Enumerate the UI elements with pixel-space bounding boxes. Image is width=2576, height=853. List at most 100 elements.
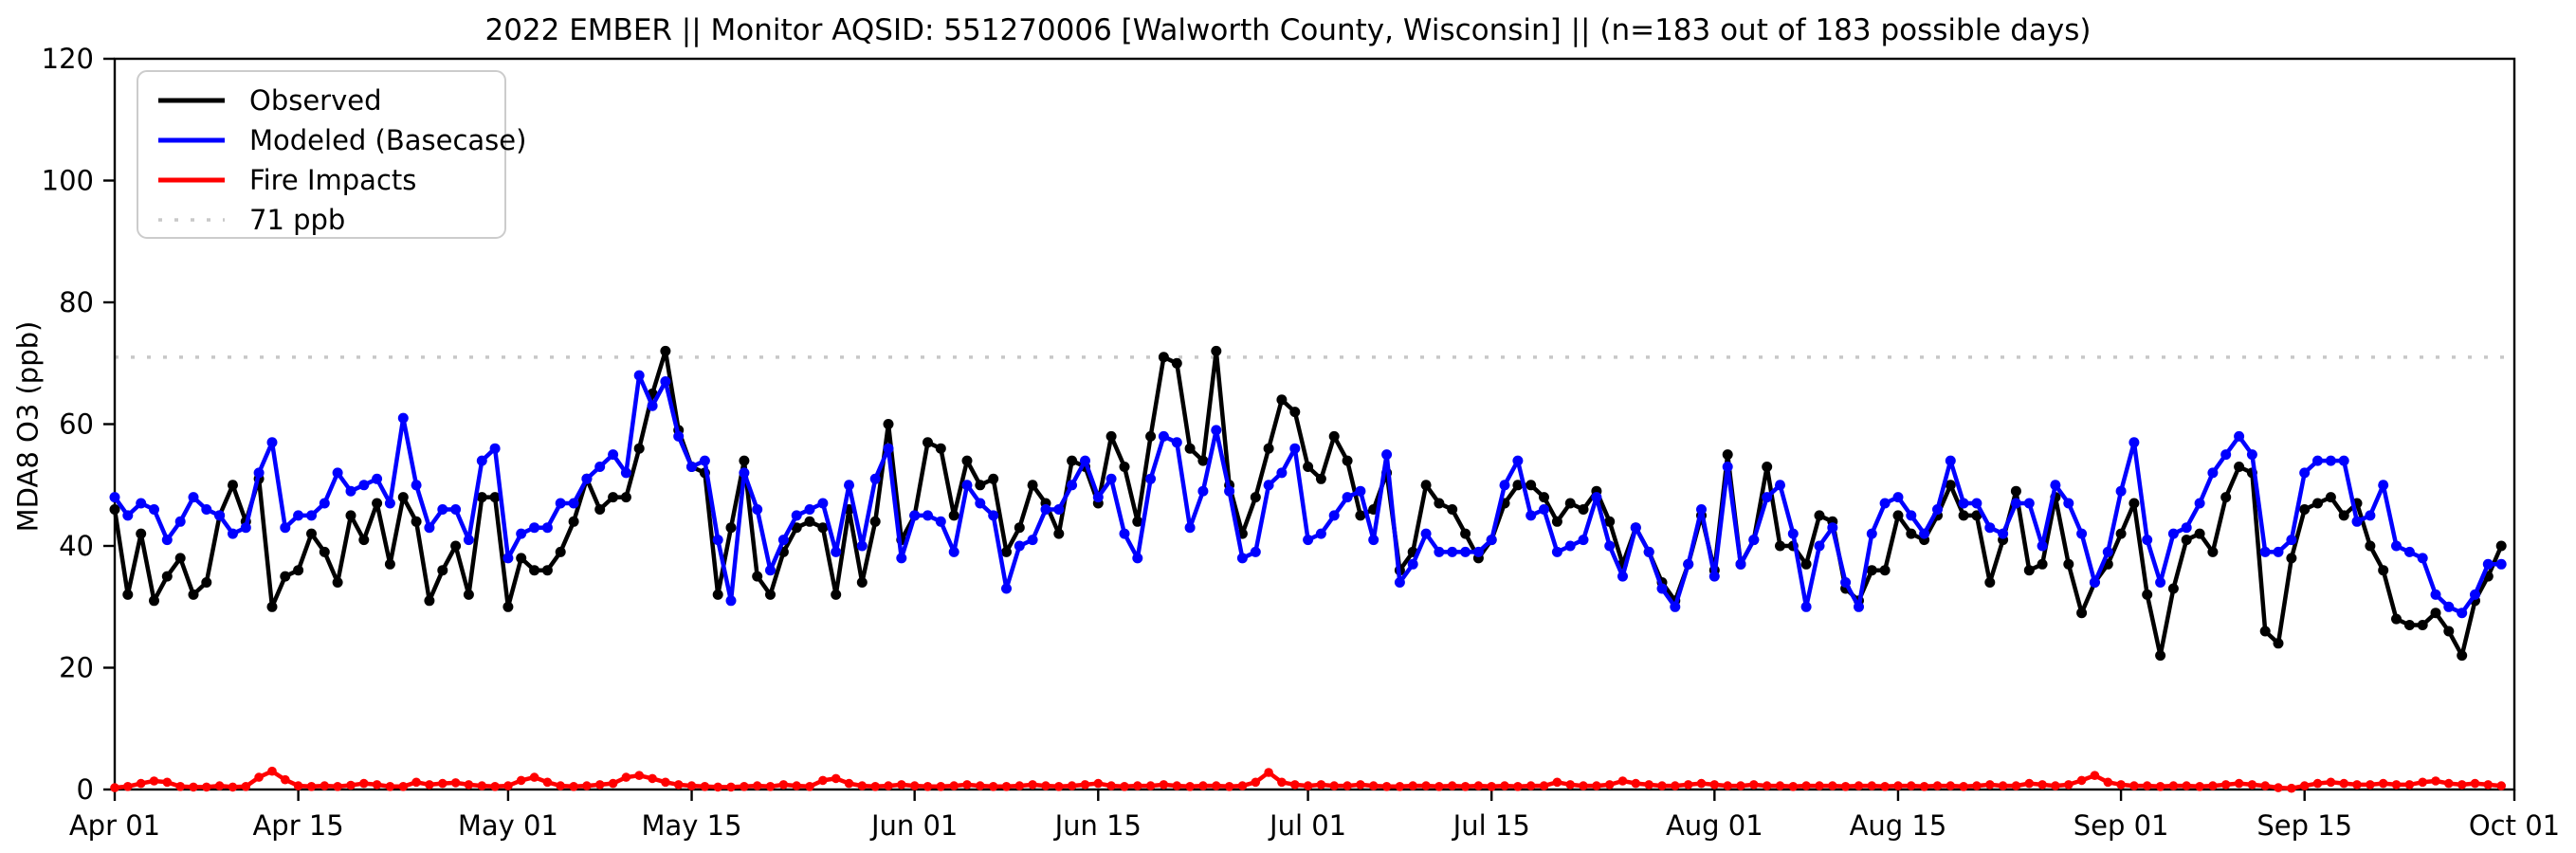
series-point: [726, 782, 736, 792]
series-point: [2260, 781, 2270, 790]
series-point: [1014, 540, 1025, 552]
x-tick-label: Apr 15: [252, 809, 343, 842]
series-point: [778, 780, 789, 789]
series-point: [1303, 535, 1314, 546]
series-point: [332, 467, 343, 479]
series-point: [988, 510, 999, 521]
series-point: [661, 777, 670, 788]
series-point: [1617, 571, 1628, 582]
series-point: [333, 782, 342, 791]
series-point: [2482, 558, 2494, 570]
series-point: [792, 781, 801, 790]
series-point: [2391, 780, 2402, 789]
series-point: [1644, 780, 1653, 789]
series-point: [777, 535, 789, 546]
series-point: [1749, 780, 1759, 789]
series-point: [1473, 781, 1484, 790]
series-point: [2010, 485, 2021, 497]
series-point: [2182, 781, 2191, 790]
series-point: [2063, 498, 2074, 509]
series-point: [831, 773, 841, 784]
series-point: [1001, 546, 1012, 557]
series-point: [1945, 455, 1956, 466]
series-point: [1328, 510, 1340, 521]
series-point: [109, 504, 120, 515]
series-point: [2286, 535, 2297, 546]
series-point: [752, 571, 763, 582]
series-point: [1564, 540, 1576, 552]
series-point: [1512, 455, 1524, 466]
series-point: [2404, 780, 2415, 789]
series-point: [2352, 780, 2362, 789]
series-point: [1800, 558, 1812, 570]
y-tick-label: 80: [59, 286, 94, 318]
series-point: [935, 516, 946, 527]
series-point: [122, 510, 134, 521]
series-point: [2037, 558, 2048, 570]
series-point: [266, 437, 278, 448]
series-point: [1919, 782, 1929, 791]
series-point: [1971, 510, 1982, 521]
series-point: [673, 430, 685, 442]
series-point: [856, 540, 868, 552]
series-point: [1185, 782, 1195, 791]
series-point: [1355, 510, 1366, 521]
series-point: [884, 781, 893, 790]
series-point: [529, 565, 540, 576]
series-point: [869, 516, 881, 527]
series-point: [1159, 780, 1169, 789]
series-point: [1578, 535, 1589, 546]
series-point: [2273, 546, 2284, 557]
series-point: [1723, 781, 1732, 790]
series-point: [648, 773, 657, 784]
series-point: [936, 782, 946, 791]
series-point: [372, 780, 382, 789]
series-point: [1552, 777, 1562, 788]
series-point: [1277, 777, 1287, 788]
series-point: [2155, 782, 2165, 791]
series-point: [1460, 528, 1471, 539]
series-point: [202, 782, 211, 792]
series-point: [228, 782, 238, 792]
series-point: [568, 516, 579, 527]
series-point: [2496, 781, 2506, 790]
series-point: [345, 510, 356, 521]
series-point: [1184, 443, 1196, 454]
series-point: [1250, 492, 1261, 503]
x-tick-label: Jun 15: [1053, 809, 1142, 842]
series-point: [1907, 781, 1916, 790]
series-point: [1958, 510, 1969, 521]
series-point: [594, 462, 606, 472]
series-point: [2417, 553, 2428, 564]
series-point: [817, 498, 829, 509]
series-point: [1775, 480, 1785, 491]
series-point: [621, 772, 631, 782]
series-point: [2378, 778, 2388, 789]
series-point: [633, 443, 645, 454]
series-point: [1564, 498, 1576, 509]
series-point: [1539, 781, 1549, 790]
series-point: [541, 522, 553, 534]
series-point: [700, 782, 710, 791]
series-point: [214, 510, 226, 521]
series-point: [1959, 782, 1968, 791]
series-point: [293, 781, 303, 790]
series-point: [1472, 546, 1484, 557]
series-point: [1158, 430, 1169, 442]
series-point: [686, 462, 697, 472]
series-point: [2116, 780, 2126, 789]
series-point: [424, 522, 435, 534]
series-point: [1067, 781, 1077, 790]
series-point: [1014, 781, 1025, 790]
series-point: [1224, 485, 1235, 497]
series-point: [1264, 768, 1273, 777]
series-point: [293, 510, 304, 521]
series-point: [1303, 781, 1313, 790]
series-point: [372, 498, 383, 509]
series-point: [161, 535, 173, 546]
series-point: [1762, 781, 1772, 790]
series-point: [739, 467, 750, 479]
series-point: [2430, 608, 2441, 619]
series-point: [411, 777, 421, 788]
series-point: [319, 498, 330, 509]
